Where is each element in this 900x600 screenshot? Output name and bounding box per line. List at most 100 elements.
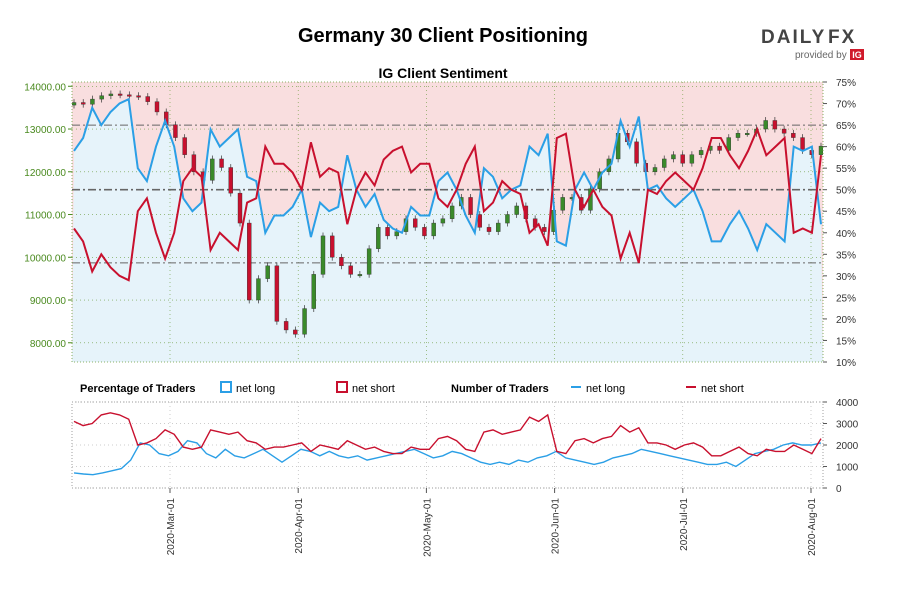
candle — [468, 197, 473, 215]
candle — [781, 128, 787, 134]
price-tick-label: 12000.00 — [24, 168, 66, 179]
candle — [265, 265, 270, 279]
candle — [136, 95, 141, 98]
candle — [237, 192, 243, 224]
candle — [560, 197, 565, 211]
logo-text-fx: FX — [828, 27, 856, 48]
candle — [542, 227, 547, 232]
candle — [357, 274, 363, 277]
candle — [320, 235, 326, 275]
candle — [726, 137, 731, 151]
traders-panel: 4000 3000 2000 1000 0 — [71, 398, 859, 495]
pct-tick-label: 35% — [836, 250, 856, 261]
candle — [173, 124, 178, 138]
candle — [791, 133, 796, 138]
count-tick-label: 2000 — [836, 441, 859, 452]
price-tick-label: 11000.00 — [25, 211, 66, 222]
candle — [330, 235, 335, 258]
candle — [763, 120, 768, 130]
candle — [283, 321, 289, 331]
pct-tick-label: 25% — [836, 293, 856, 304]
price-tick-label: 9000.00 — [30, 296, 67, 307]
ig-logo-box — [850, 49, 864, 60]
candle — [293, 329, 298, 335]
legend-percentage-title: Percentage of Traders — [80, 383, 196, 395]
candle — [366, 248, 372, 275]
candle — [127, 94, 132, 97]
date-tick-label: 2020-Jun-01 — [551, 498, 562, 555]
logo-text-daily: DAILY — [761, 27, 826, 48]
pct-tick-label: 40% — [836, 229, 856, 240]
candle — [634, 141, 639, 164]
candle — [662, 158, 667, 168]
net-long-count-line — [73, 439, 822, 476]
candle — [72, 102, 77, 106]
candle — [800, 137, 805, 151]
candle — [735, 133, 741, 138]
net-short-pct-line — [73, 126, 822, 282]
date-tick-label: 2020-May-01 — [422, 498, 433, 557]
candle — [413, 218, 418, 228]
pct-tick-label: 60% — [836, 143, 856, 154]
price-tick-label: 14000.00 — [24, 82, 66, 93]
date-tick-label: 2020-Aug-01 — [807, 498, 818, 556]
candle — [145, 96, 150, 102]
chart-subtitle: IG Client Sentiment — [378, 65, 507, 81]
date-axis: 2020-Mar-01 2020-Apr-01 2020-May-01 2020-Ju… — [166, 488, 818, 557]
chart-title: Germany 30 Client Positioning — [298, 25, 588, 47]
legend: Percentage of Traders net long net short… — [80, 381, 744, 395]
legend-net-long-label-2: net long — [586, 383, 625, 395]
candle — [348, 265, 353, 275]
legend-net-short-label-1: net short — [352, 383, 395, 395]
ig-logo-text: IG — [852, 50, 862, 60]
candle — [219, 158, 224, 168]
candle — [514, 205, 519, 215]
legend-net-short-label-2: net short — [701, 383, 744, 395]
candle — [191, 154, 197, 172]
candle — [431, 222, 436, 237]
candle — [818, 145, 823, 155]
pct-tick-label: 55% — [836, 164, 856, 175]
count-tick-label: 0 — [836, 484, 842, 495]
candle — [496, 222, 501, 232]
candle — [698, 150, 704, 155]
count-tick-label: 3000 — [836, 420, 859, 431]
count-tick-label: 4000 — [836, 398, 859, 409]
candle — [477, 214, 482, 228]
pct-tick-label: 65% — [836, 121, 856, 132]
candle — [671, 154, 676, 160]
candle — [302, 308, 307, 335]
pct-tick-label: 45% — [836, 207, 856, 218]
candle — [210, 158, 215, 181]
candle — [394, 231, 399, 237]
candle — [689, 154, 695, 164]
candle — [90, 98, 95, 105]
candle — [81, 102, 86, 105]
pct-tick-label: 50% — [836, 186, 856, 197]
candle — [772, 120, 778, 130]
dailyfx-logo: DAILY FX provided by IG — [761, 27, 864, 61]
price-tick-label: 10000.00 — [24, 253, 66, 264]
candle — [108, 93, 114, 96]
candle — [652, 167, 658, 172]
candle — [385, 227, 390, 237]
legend-net-short-box — [336, 381, 348, 393]
candle — [274, 265, 280, 322]
candle — [182, 137, 187, 155]
sentiment-price-panel: 14000.00 13000.00 12000.00 11000.00 10000.00… — [24, 78, 856, 369]
pct-tick-label: 20% — [836, 315, 856, 326]
candle — [717, 145, 722, 151]
candle — [154, 101, 160, 113]
net-long-pct-line — [73, 97, 822, 253]
net-short-count-line — [73, 412, 822, 457]
price-tick-label: 13000.00 — [24, 125, 66, 136]
candle — [486, 227, 492, 232]
legend-net-long-box — [220, 381, 232, 393]
candle — [505, 214, 510, 224]
date-tick-label: 2020-Jul-01 — [679, 498, 690, 551]
pct-tick-label: 75% — [836, 78, 856, 89]
candle — [680, 154, 685, 164]
legend-number-title: Number of Traders — [451, 383, 549, 395]
candle — [311, 274, 316, 309]
